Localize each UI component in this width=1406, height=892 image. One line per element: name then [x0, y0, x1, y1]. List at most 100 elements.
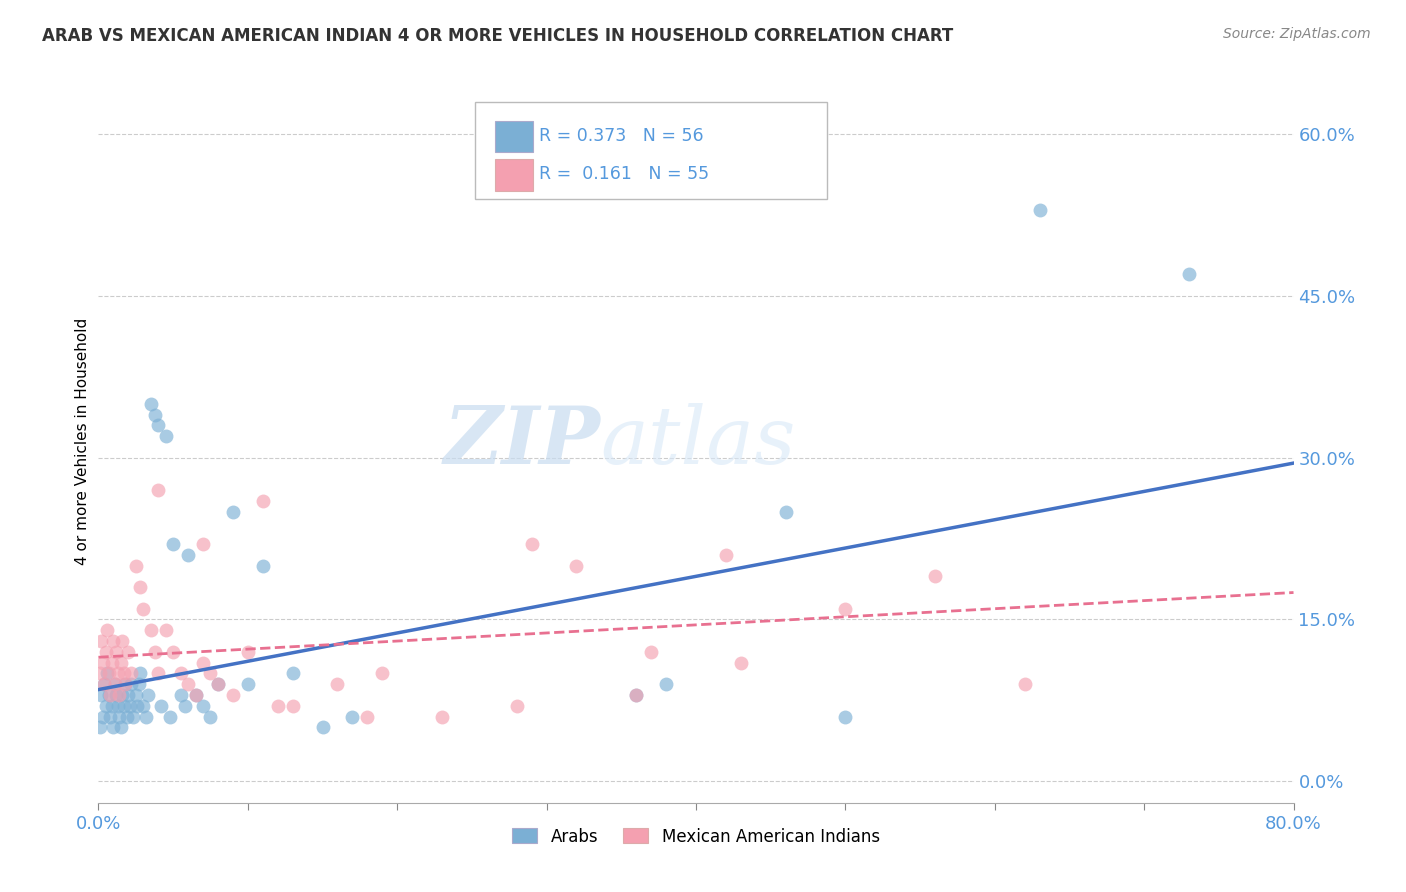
- Point: [155, 429, 177, 443]
- Point: [97, 688, 120, 702]
- Point: [281, 698, 304, 713]
- Point: [104, 677, 127, 691]
- Point: [222, 688, 245, 702]
- Point: [90, 688, 112, 702]
- Point: [267, 698, 290, 713]
- Point: [118, 698, 141, 713]
- Point: [111, 688, 134, 702]
- Point: [93, 677, 115, 691]
- Point: [1178, 268, 1201, 282]
- Point: [125, 688, 148, 702]
- Point: [132, 601, 155, 615]
- Point: [834, 709, 856, 723]
- Point: [103, 720, 125, 734]
- Point: [127, 698, 149, 713]
- Point: [112, 666, 135, 681]
- Legend: Arabs, Mexican American Indians: Arabs, Mexican American Indians: [506, 821, 886, 852]
- Point: [143, 645, 166, 659]
- Point: [1014, 677, 1036, 691]
- Point: [356, 709, 378, 723]
- Point: [129, 666, 152, 681]
- Point: [252, 493, 274, 508]
- Point: [730, 656, 752, 670]
- Point: [135, 709, 157, 723]
- Point: [655, 677, 678, 691]
- Point: [371, 666, 394, 681]
- Point: [108, 688, 131, 702]
- Y-axis label: 4 or more Vehicles in Household: 4 or more Vehicles in Household: [75, 318, 90, 566]
- Point: [121, 709, 143, 723]
- Point: [236, 645, 259, 659]
- Text: R = 0.373   N = 56: R = 0.373 N = 56: [540, 127, 704, 145]
- Point: [94, 645, 117, 659]
- Point: [128, 677, 150, 691]
- Point: [520, 537, 543, 551]
- Point: [143, 408, 166, 422]
- Point: [162, 645, 184, 659]
- Point: [114, 677, 136, 691]
- Point: [207, 677, 229, 691]
- Point: [90, 634, 112, 648]
- Point: [120, 677, 142, 691]
- Point: [112, 698, 135, 713]
- Point: [506, 698, 529, 713]
- Point: [177, 677, 200, 691]
- Point: [169, 688, 191, 702]
- Point: [117, 645, 139, 659]
- Point: [129, 580, 152, 594]
- Point: [430, 709, 453, 723]
- Point: [162, 537, 184, 551]
- Point: [924, 569, 946, 583]
- Point: [174, 698, 197, 713]
- Point: [252, 558, 274, 573]
- Point: [120, 666, 142, 681]
- Point: [169, 666, 191, 681]
- Text: Source: ZipAtlas.com: Source: ZipAtlas.com: [1223, 27, 1371, 41]
- Point: [104, 677, 127, 691]
- Point: [132, 698, 155, 713]
- Point: [97, 666, 120, 681]
- Point: [207, 677, 229, 691]
- Point: [834, 601, 856, 615]
- Point: [107, 666, 129, 681]
- Point: [89, 666, 111, 681]
- Point: [110, 720, 132, 734]
- Point: [117, 688, 139, 702]
- Point: [565, 558, 588, 573]
- Point: [136, 688, 159, 702]
- Point: [1028, 202, 1050, 217]
- Point: [191, 656, 214, 670]
- Point: [326, 677, 349, 691]
- Point: [155, 624, 177, 638]
- Point: [110, 656, 132, 670]
- Point: [236, 677, 259, 691]
- Point: [115, 709, 138, 723]
- Point: [222, 505, 245, 519]
- Point: [191, 698, 214, 713]
- Point: [775, 505, 797, 519]
- Point: [125, 558, 148, 573]
- Point: [111, 634, 134, 648]
- Point: [91, 656, 114, 670]
- Point: [150, 698, 173, 713]
- Point: [108, 709, 131, 723]
- Point: [191, 537, 214, 551]
- Point: [640, 645, 662, 659]
- Point: [148, 418, 170, 433]
- Text: atlas: atlas: [600, 403, 796, 480]
- Point: [342, 709, 364, 723]
- Point: [96, 624, 118, 638]
- Text: ARAB VS MEXICAN AMERICAN INDIAN 4 OR MORE VEHICLES IN HOUSEHOLD CORRELATION CHAR: ARAB VS MEXICAN AMERICAN INDIAN 4 OR MOR…: [42, 27, 953, 45]
- FancyBboxPatch shape: [495, 159, 533, 191]
- Point: [139, 624, 162, 638]
- Point: [114, 677, 136, 691]
- Point: [101, 698, 124, 713]
- Point: [89, 720, 111, 734]
- Point: [91, 709, 114, 723]
- Point: [98, 709, 122, 723]
- Point: [177, 548, 200, 562]
- Point: [159, 709, 181, 723]
- Point: [105, 688, 128, 702]
- Point: [105, 645, 128, 659]
- Point: [311, 720, 333, 734]
